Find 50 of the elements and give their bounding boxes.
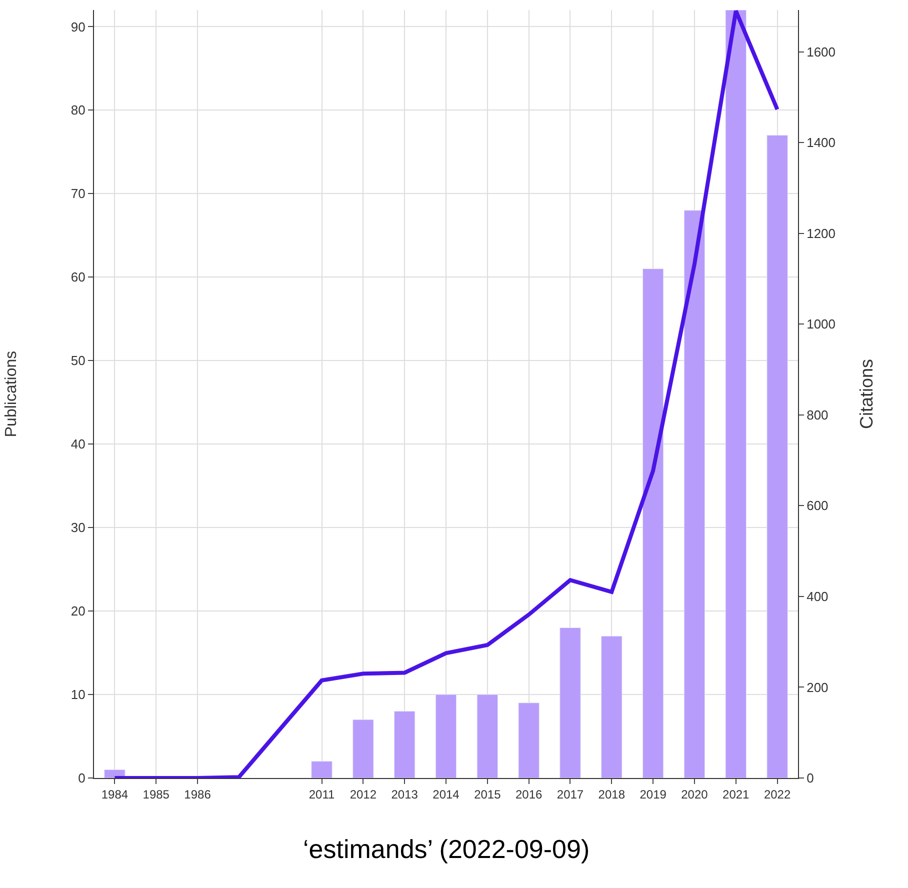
y2-axis-title: Citations	[856, 358, 877, 430]
x-tick-label: 2012	[350, 787, 377, 802]
y2-tick-label: 1400	[806, 135, 836, 150]
x-tick-label: 1984	[101, 787, 128, 802]
x-tick-label: 2013	[391, 787, 418, 802]
bar	[352, 719, 374, 778]
bar	[476, 694, 498, 778]
x-tick-label: 2019	[640, 787, 667, 802]
y2-tick-label: 400	[806, 588, 828, 604]
y2-tick-label: 0	[806, 770, 814, 786]
y-tick-label: 10	[70, 687, 86, 702]
y-tick-label: 80	[70, 102, 86, 118]
bar	[560, 627, 581, 778]
x-tick-label: 2018	[598, 787, 626, 802]
y2-tick-label: 800	[806, 407, 828, 422]
y2-tick-label: 1600	[806, 44, 836, 60]
line-series	[112, 10, 780, 778]
x-tick-label: 2022	[764, 787, 791, 802]
x-tick-label: 2017	[556, 787, 584, 802]
bar	[684, 210, 706, 778]
y-tick-label: 50	[70, 353, 86, 368]
x-tick-label: 2021	[722, 787, 750, 802]
y-tick-label: 70	[70, 186, 86, 202]
y2-tick-label: 600	[806, 498, 828, 514]
bar	[518, 702, 540, 778]
x-tick-label: 2014	[432, 787, 460, 802]
y-tick-label: 0	[78, 770, 86, 786]
y-tick-label: 90	[70, 19, 86, 34]
bar	[601, 636, 622, 778]
x-tick-label: 2015	[474, 787, 502, 802]
bar	[435, 694, 457, 778]
bar	[725, 10, 746, 778]
y2-tick-label: 200	[806, 680, 828, 695]
y-tick-label: 20	[70, 604, 86, 619]
x-tick-label: 2016	[515, 787, 542, 802]
x-tick-label: 2020	[681, 787, 708, 802]
y-tick-label: 40	[70, 436, 86, 452]
bar	[394, 710, 416, 778]
y-axis-title: Publications	[2, 350, 20, 438]
y2-tick-label: 1000	[806, 316, 836, 332]
y-tick-label: 30	[70, 520, 86, 536]
text: ‘estimands’ (2022-09-09)	[303, 834, 590, 864]
y2-tick-label: 1200	[806, 226, 836, 241]
x-tick-label: 1985	[142, 787, 170, 802]
x-tick-label: 1986	[184, 787, 212, 802]
x-tick-label: 2011	[308, 787, 335, 802]
bar	[311, 761, 332, 778]
y-tick-label: 60	[70, 270, 86, 285]
bar	[642, 268, 664, 778]
bar	[766, 134, 788, 778]
